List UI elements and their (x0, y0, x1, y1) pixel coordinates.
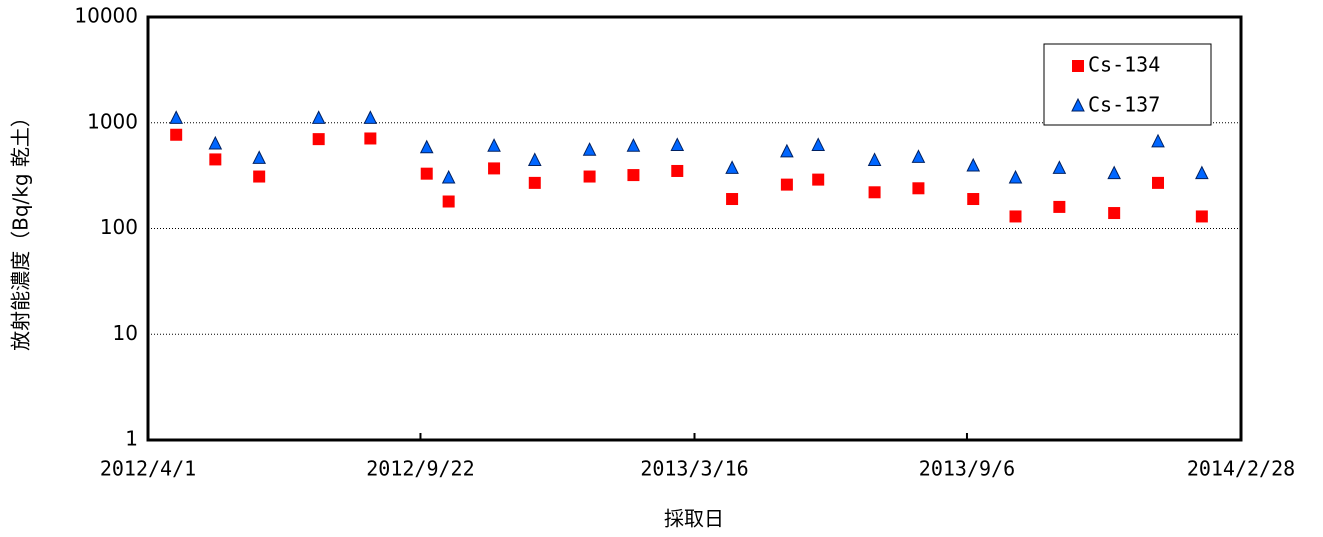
x-tick-label: 2013/3/16 (640, 457, 748, 481)
data-point (208, 135, 223, 150)
data-point (528, 176, 541, 189)
data-point (670, 137, 685, 151)
data-point (442, 195, 455, 208)
legend-label: Cs-137 (1088, 93, 1160, 117)
data-point (671, 164, 684, 177)
data-point (967, 193, 980, 206)
data-point (1152, 176, 1165, 189)
data-point (170, 128, 183, 141)
data-point (626, 138, 641, 152)
data-point (253, 170, 266, 183)
data-point (912, 182, 925, 195)
x-tick-label: 2012/4/1 (100, 457, 196, 481)
data-point (209, 153, 222, 166)
y-axis-label: 放射能濃度（Bq/kg 乾土） (9, 107, 33, 351)
data-point (1008, 169, 1023, 184)
data-point (420, 167, 433, 180)
data-point (169, 110, 183, 124)
data-point (527, 152, 542, 166)
legend-marker (1072, 60, 1084, 72)
plot-frame (146, 15, 1243, 442)
x-axis-label: 採取日 (664, 507, 724, 531)
data-point (363, 110, 378, 124)
data-point (252, 150, 266, 164)
data-point (1195, 210, 1208, 223)
data-point (867, 152, 882, 166)
data-point (811, 137, 826, 151)
data-point (911, 149, 926, 163)
data-point (312, 133, 325, 146)
y-tick-label: 10000 (74, 4, 138, 28)
x-tick-label: 2013/9/6 (919, 457, 1015, 481)
data-point (780, 178, 793, 191)
data-point (1009, 210, 1022, 223)
data-point (1151, 133, 1165, 148)
legend-label: Cs-134 (1088, 53, 1160, 77)
data-point (1108, 207, 1121, 220)
data-point (627, 169, 640, 182)
data-point (364, 132, 377, 145)
y-tick-label: 10 (113, 321, 138, 345)
data-point (1195, 165, 1209, 180)
legend-marker (1071, 97, 1085, 112)
data-point (725, 160, 739, 174)
y-tick-label: 1 (125, 427, 138, 451)
y-tick-label: 100 (100, 215, 138, 239)
data-point (583, 170, 596, 183)
x-tick-label: 2014/2/28 (1187, 457, 1295, 481)
data-point (487, 138, 501, 152)
data-point (868, 186, 881, 199)
data-point (311, 110, 326, 124)
data-point (582, 142, 597, 156)
data-point (1052, 160, 1067, 174)
data-point (726, 193, 739, 206)
data-point (966, 157, 981, 172)
data-point (419, 139, 434, 154)
data-point (441, 169, 456, 184)
data-point (780, 143, 794, 158)
data-point (812, 173, 825, 186)
y-tick-label: 1000 (87, 109, 138, 133)
data-point (1053, 200, 1066, 213)
data-point (488, 162, 501, 175)
data-point (1107, 165, 1121, 180)
x-tick-label: 2012/9/22 (366, 457, 474, 481)
